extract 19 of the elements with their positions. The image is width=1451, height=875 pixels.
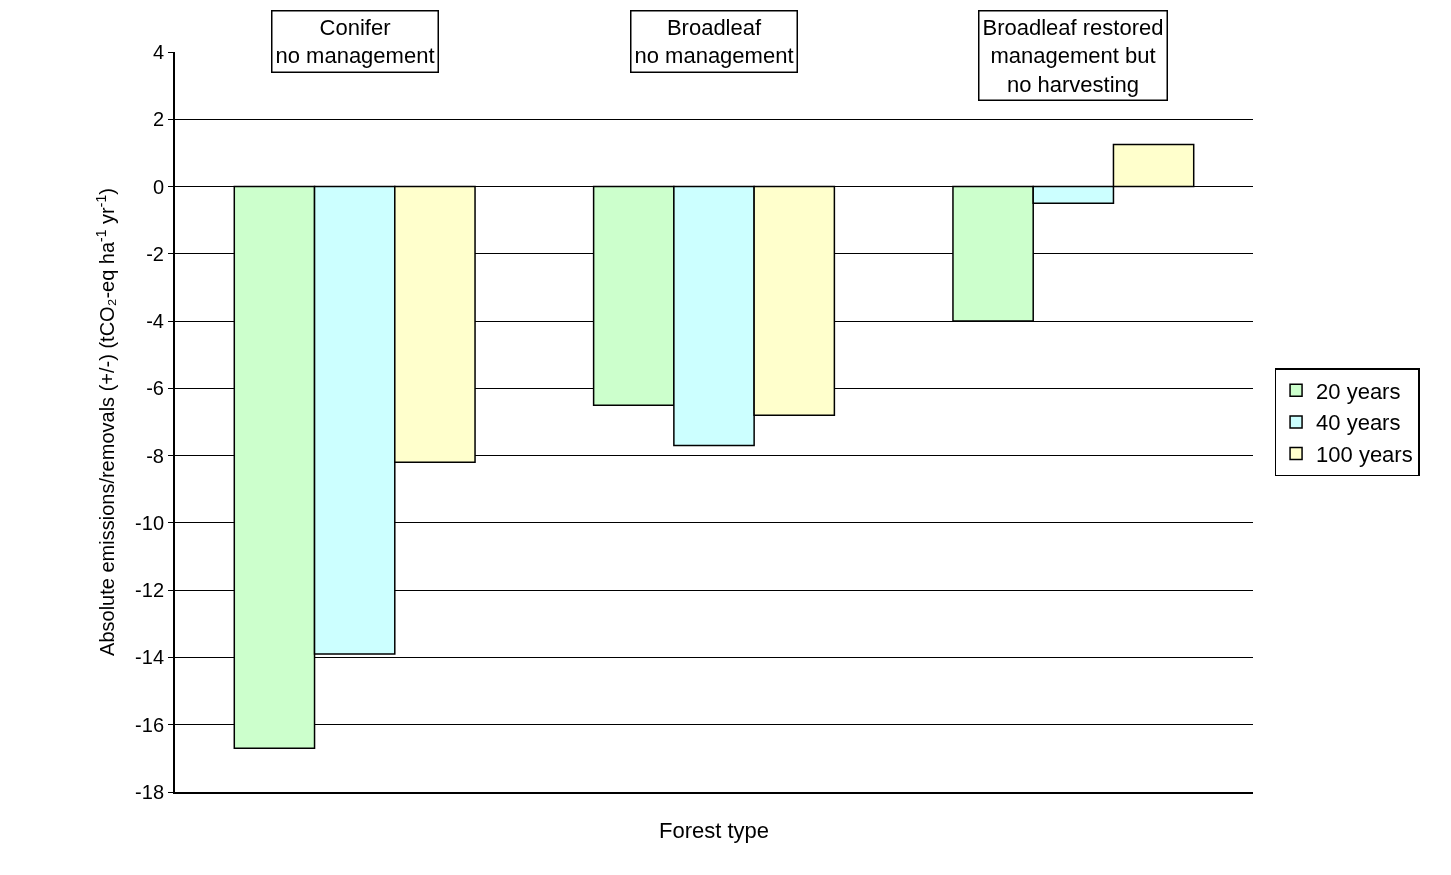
legend-label: 20 years <box>1316 378 1401 404</box>
y-tick-label: 4 <box>152 41 164 63</box>
x-tick-label: Broadleaf restored management but no harvesting <box>982 14 1164 97</box>
y-tick-label: -12 <box>135 579 164 602</box>
x-axis-title: Forest type <box>658 818 770 844</box>
y-tick-label: -2 <box>146 242 164 265</box>
y-tick-label: 2 <box>152 108 164 131</box>
legend-label: 100 years <box>1316 442 1413 468</box>
y-tick-label: -16 <box>135 713 164 736</box>
y-tick-label: -18 <box>135 781 164 803</box>
x-tick-label: Conifer no management <box>275 14 435 69</box>
y-tick-label: -6 <box>146 377 164 400</box>
y-tick-label: 0 <box>152 175 164 198</box>
y-tick-label: -8 <box>146 444 164 467</box>
x-tick-label: Broadleaf no management <box>634 14 794 69</box>
legend-label: 40 years <box>1316 410 1401 436</box>
y-tick-label: -14 <box>135 646 164 669</box>
y-tick-label: -10 <box>135 511 164 534</box>
y-tick-label: -4 <box>146 310 164 333</box>
